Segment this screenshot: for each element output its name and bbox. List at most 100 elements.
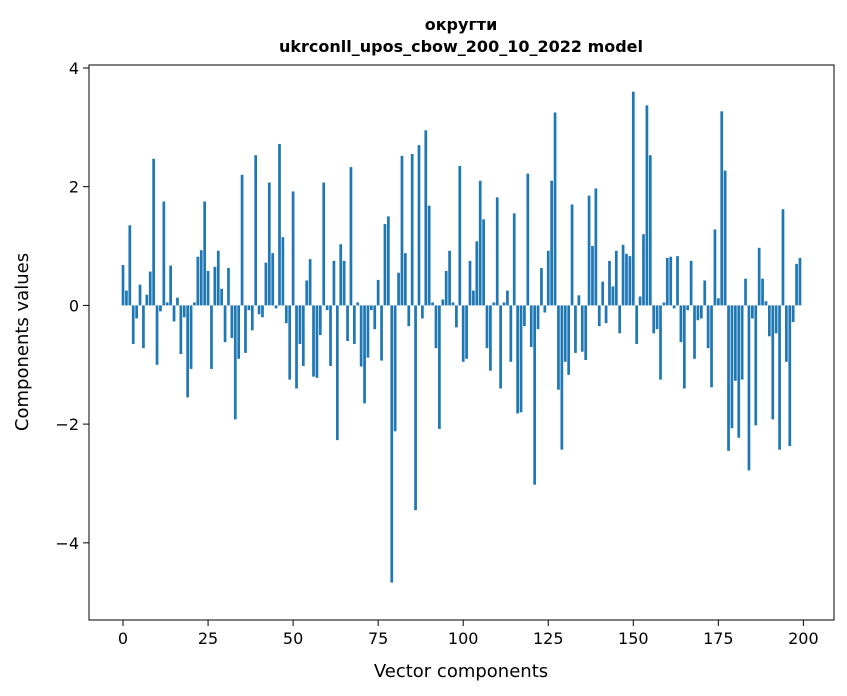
bar-39 bbox=[254, 155, 258, 306]
bar-88 bbox=[421, 305, 424, 319]
bar-173 bbox=[710, 305, 713, 388]
bar-27 bbox=[213, 266, 217, 306]
bar-136 bbox=[584, 305, 588, 361]
bar-194 bbox=[781, 209, 785, 306]
x-tick-label: 150 bbox=[618, 629, 649, 648]
bar-48 bbox=[284, 305, 288, 324]
bar-42 bbox=[264, 262, 268, 306]
bar-154 bbox=[645, 105, 649, 306]
bar-40 bbox=[257, 305, 261, 315]
x-tick-label: 75 bbox=[368, 629, 388, 648]
x-tick-label: 175 bbox=[703, 629, 734, 648]
bar-73 bbox=[369, 305, 373, 311]
bar-101 bbox=[465, 305, 468, 359]
bar-105 bbox=[478, 180, 482, 306]
bar-63 bbox=[335, 305, 339, 441]
bar-2 bbox=[128, 225, 132, 306]
bar-93 bbox=[438, 305, 441, 429]
chart-title: округти bbox=[425, 15, 498, 34]
bar-117 bbox=[519, 305, 523, 413]
bar-61 bbox=[329, 305, 332, 366]
bar-98 bbox=[455, 305, 458, 328]
bar-29 bbox=[220, 288, 224, 306]
bar-175 bbox=[716, 298, 720, 306]
bar-15 bbox=[172, 305, 176, 322]
bar-199 bbox=[798, 257, 802, 306]
bar-127 bbox=[553, 112, 557, 306]
bar-92 bbox=[434, 305, 438, 349]
bar-19 bbox=[186, 305, 190, 398]
bar-32 bbox=[230, 305, 234, 339]
bar-160 bbox=[665, 257, 669, 306]
bar-146 bbox=[618, 305, 622, 334]
bar-149 bbox=[628, 256, 632, 306]
bar-33 bbox=[233, 305, 237, 420]
bar-0 bbox=[121, 265, 125, 306]
bar-37 bbox=[247, 305, 251, 311]
bar-171 bbox=[703, 280, 707, 306]
bar-64 bbox=[339, 244, 343, 306]
bar-43 bbox=[267, 182, 271, 306]
bar-135 bbox=[580, 305, 584, 352]
bar-96 bbox=[448, 250, 451, 306]
bar-75 bbox=[376, 279, 380, 306]
bar-62 bbox=[332, 260, 336, 306]
bar-21 bbox=[193, 302, 196, 306]
x-tick-label: 0 bbox=[118, 629, 128, 648]
bar-49 bbox=[288, 305, 292, 380]
bar-164 bbox=[679, 305, 683, 343]
bar-11 bbox=[159, 305, 162, 312]
bar-44 bbox=[271, 253, 275, 306]
bar-142 bbox=[604, 305, 608, 324]
bar-79 bbox=[390, 305, 394, 583]
bar-103 bbox=[472, 290, 475, 306]
bar-122 bbox=[536, 305, 540, 330]
bar-177 bbox=[723, 170, 727, 306]
bar-123 bbox=[540, 268, 543, 306]
chart-subtitle: ukrconll_upos_cbow_200_10_2022 model bbox=[279, 37, 643, 56]
bar-12 bbox=[162, 201, 166, 306]
bar-138 bbox=[591, 246, 594, 306]
bar-1 bbox=[125, 290, 128, 306]
bar-179 bbox=[730, 305, 734, 429]
x-axis-label: Vector components bbox=[374, 661, 548, 682]
bar-133 bbox=[574, 305, 577, 353]
bar-126 bbox=[550, 180, 554, 306]
bar-94 bbox=[441, 299, 445, 306]
bar-10 bbox=[155, 305, 159, 365]
bar-82 bbox=[400, 155, 404, 306]
bar-4 bbox=[135, 305, 138, 319]
y-tick-label: 0 bbox=[69, 296, 79, 315]
bar-170 bbox=[699, 305, 703, 319]
bar-108 bbox=[489, 305, 492, 371]
bar-47 bbox=[281, 237, 285, 306]
bar-56 bbox=[312, 305, 315, 377]
bar-51 bbox=[295, 305, 298, 389]
bar-9 bbox=[152, 158, 155, 306]
x-tick-label: 25 bbox=[198, 629, 218, 648]
bar-197 bbox=[791, 305, 795, 323]
bar-30 bbox=[223, 305, 227, 343]
y-tick-label: −4 bbox=[55, 534, 79, 553]
bar-192 bbox=[774, 305, 778, 334]
y-tick-label: 4 bbox=[69, 59, 79, 78]
bar-137 bbox=[587, 195, 591, 306]
bar-176 bbox=[720, 111, 724, 306]
bar-76 bbox=[380, 305, 383, 361]
bar-191 bbox=[771, 305, 775, 420]
bar-134 bbox=[577, 295, 581, 306]
x-tick-label: 125 bbox=[533, 629, 564, 648]
bar-132 bbox=[570, 204, 574, 306]
bar-52 bbox=[298, 305, 302, 344]
bar-24 bbox=[203, 201, 207, 306]
bar-5 bbox=[138, 284, 142, 306]
x-tick-label: 50 bbox=[283, 629, 303, 648]
bar-162 bbox=[672, 305, 676, 309]
bar-106 bbox=[482, 219, 485, 306]
bar-3 bbox=[131, 305, 135, 344]
bar-193 bbox=[778, 305, 781, 450]
bar-53 bbox=[301, 305, 305, 366]
bar-38 bbox=[250, 305, 254, 331]
bar-34 bbox=[237, 305, 241, 359]
